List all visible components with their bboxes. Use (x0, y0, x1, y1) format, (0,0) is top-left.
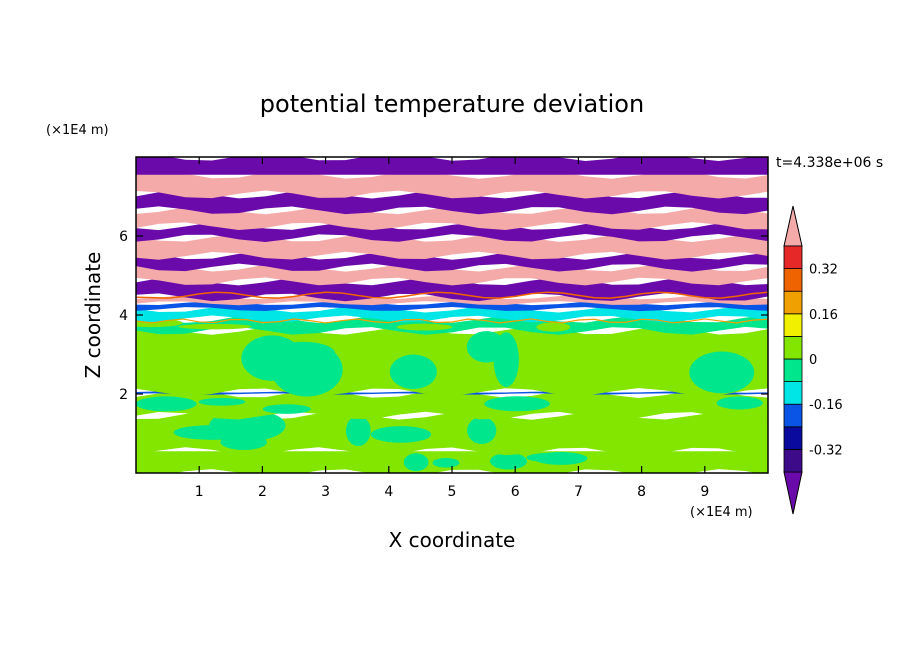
colorbar-segment (783, 268, 803, 292)
colorbar-segment (783, 381, 803, 405)
y-unit-label: (×1E4 m) (46, 123, 109, 138)
colorbar-segment (783, 448, 803, 473)
mixing-line (136, 318, 768, 324)
contour-patch (484, 396, 550, 412)
colorbar-segment (783, 358, 803, 383)
contour-band (136, 411, 768, 456)
contour-band (136, 190, 768, 215)
colorbar-label: 0 (809, 353, 817, 368)
contour-patch (536, 322, 571, 332)
x-tick-label: 6 (511, 484, 520, 500)
contour-band (136, 233, 768, 260)
contour-patch (467, 416, 497, 445)
contour-band (136, 157, 768, 175)
y-tick-label: 6 (119, 229, 128, 245)
y-tick-label: 2 (119, 387, 128, 403)
colorbar-segment (783, 403, 803, 428)
y-axis-label: Z coordinate (81, 252, 105, 379)
x-unit-label: (×1E4 m) (690, 505, 753, 520)
x-tick-label: 5 (448, 484, 457, 500)
x-axis: 1 2 3 4 5 6 7 8 9 (195, 157, 709, 500)
colorbar-above-arrow (783, 205, 803, 247)
x-tick-label: 1 (195, 484, 204, 500)
contour-patch (241, 335, 303, 381)
colorbar-label: -0.32 (809, 443, 843, 458)
time-label: t=4.338e+06 s (776, 155, 883, 171)
x-tick-label: 7 (574, 484, 583, 500)
chart-title: potential temperature deviation (260, 90, 644, 118)
x-tick-label: 3 (321, 484, 330, 500)
contour-patch (533, 451, 588, 465)
colorbar-segment (783, 313, 803, 337)
colorbar-label: -0.16 (809, 398, 843, 413)
x-tick-label: 9 (700, 484, 709, 500)
mixing-line (136, 291, 768, 299)
contour-patch (294, 359, 315, 392)
y-axis: 2 4 6 (119, 229, 768, 403)
contour-patch (136, 396, 197, 412)
contour-band (136, 326, 768, 397)
x-tick-label: 8 (637, 484, 646, 500)
colorbar-segment (783, 245, 803, 270)
colorbar-segment (783, 290, 803, 315)
colorbar-below-arrow (783, 471, 803, 515)
contour-patch (220, 434, 268, 450)
contour-band (136, 277, 768, 302)
contour-patch (716, 396, 763, 410)
contour-patch (493, 332, 519, 387)
contour-patch (389, 354, 437, 390)
contour-patch (489, 452, 528, 470)
contour-patch (403, 453, 429, 472)
x-tick-label: 4 (384, 484, 393, 500)
colorbar-label: 0.32 (809, 263, 838, 278)
contour-patch (432, 457, 460, 468)
contour-patch (262, 404, 311, 414)
contour-band (136, 170, 768, 199)
plot-area (136, 157, 768, 473)
contour-band (136, 314, 768, 335)
contour-band (136, 390, 768, 420)
colorbar-label: 0.16 (809, 308, 838, 323)
y-tick-label: 4 (119, 308, 128, 324)
colorbar-segment (783, 426, 803, 450)
contour-patch (198, 398, 246, 406)
x-tick-label: 2 (258, 484, 267, 500)
contour-patch (396, 323, 452, 331)
contour-patch (178, 323, 252, 330)
contour-patch (370, 426, 432, 443)
colorbar: -0.32 -0.16 0 0.16 0.32 (783, 205, 843, 515)
x-axis-label: X coordinate (389, 528, 516, 552)
contour-patch (689, 351, 755, 394)
colorbar-segment (783, 335, 803, 360)
contour-patch (345, 415, 371, 447)
contour-band (136, 305, 768, 323)
